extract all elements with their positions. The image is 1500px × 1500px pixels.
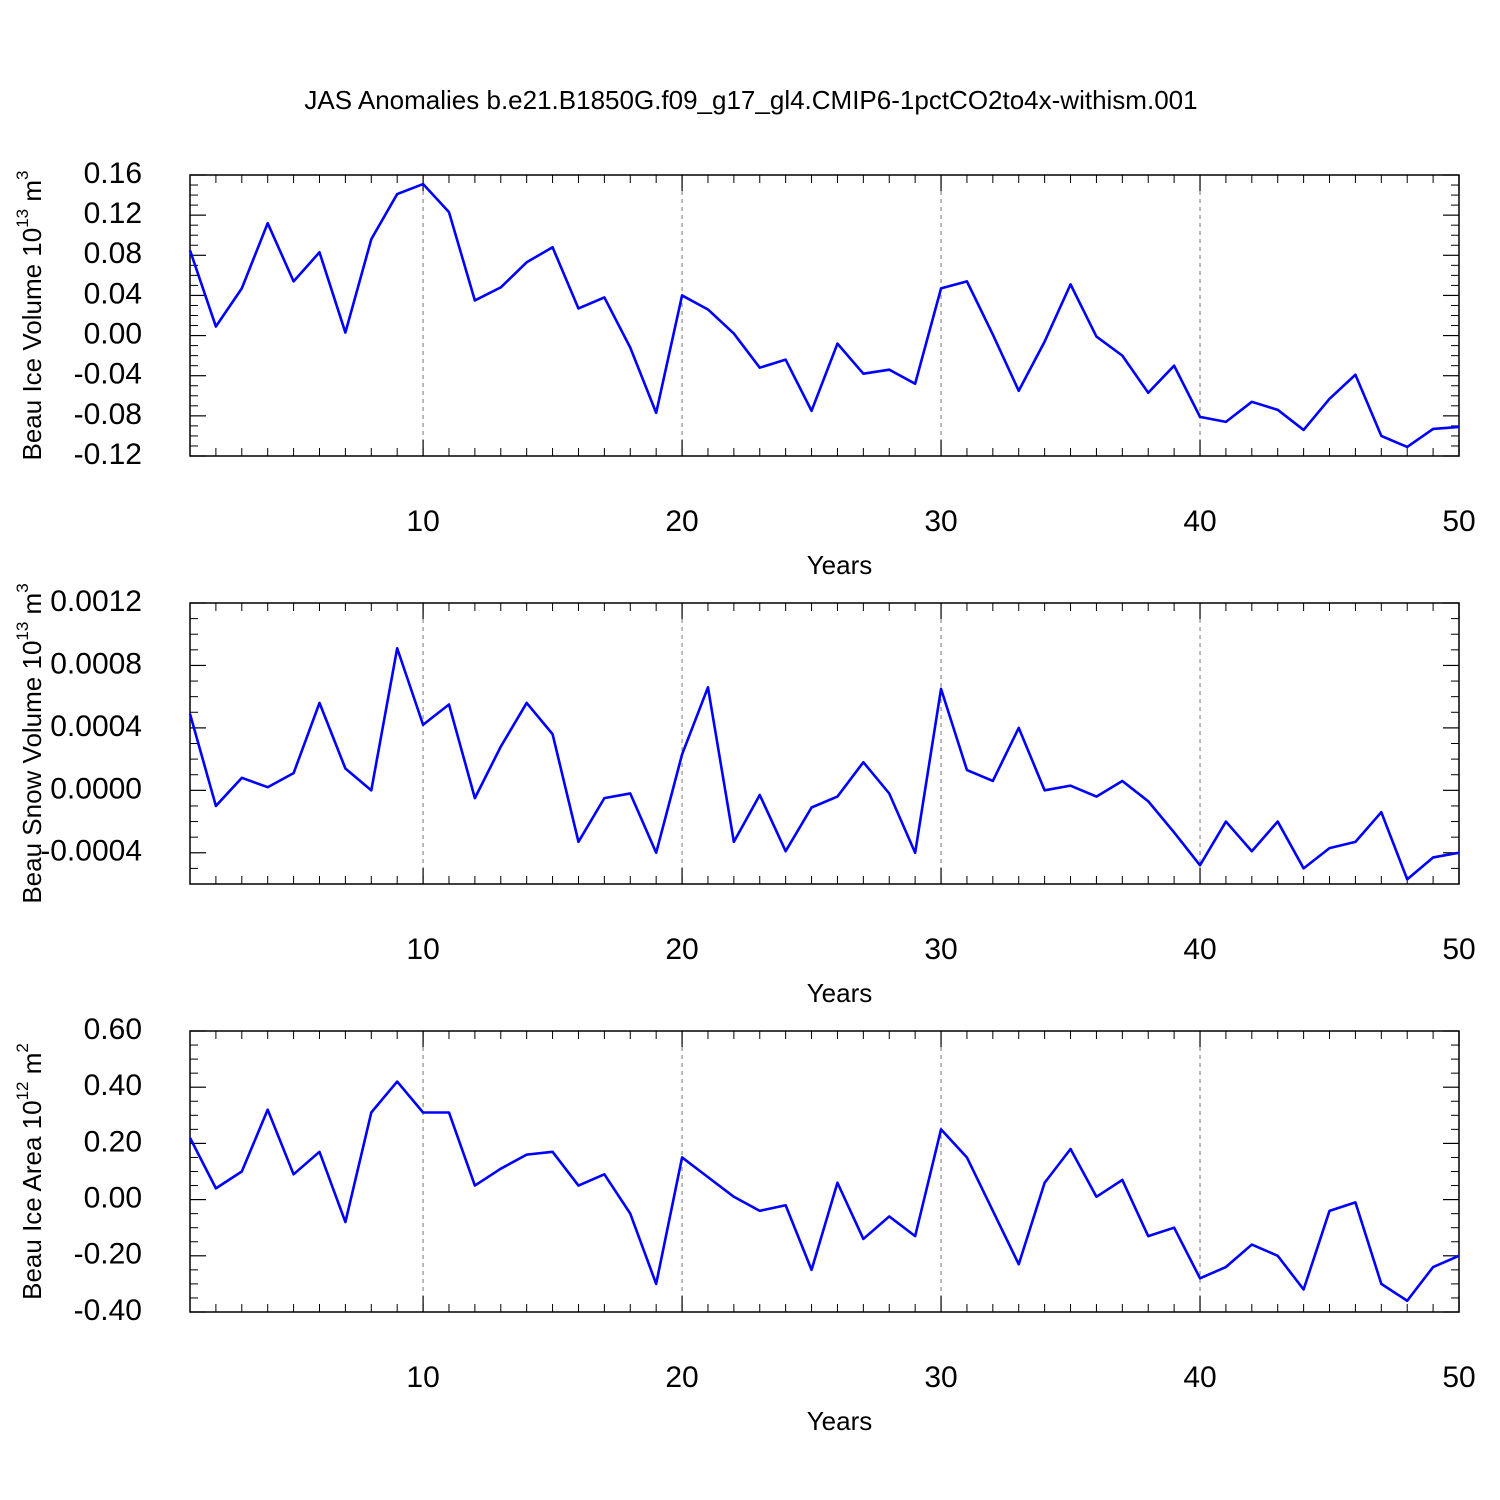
y-axis-title-unit-power: 2 — [13, 1043, 32, 1052]
x-tick-label: 10 — [406, 933, 439, 966]
x-tick-label: 40 — [1183, 1361, 1216, 1394]
y-axis-title: Beau Snow Volume 1013 m3 — [13, 583, 46, 903]
y-tick-label: 0.00 — [84, 1182, 142, 1215]
x-tick-label: 40 — [1183, 505, 1216, 538]
x-tick-label: 20 — [665, 1361, 698, 1394]
figure-title: JAS Anomalies b.e21.B1850G.f09_g17_gl4.C… — [304, 85, 1197, 115]
plot-frame — [189, 1030, 1460, 1313]
y-tick-label: 0.40 — [84, 1069, 142, 1102]
y-tick-label: 0.16 — [84, 157, 142, 190]
y-tick-label: -0.12 — [74, 438, 142, 471]
y-axis-title: Beau Ice Area 1012 m2 — [13, 1043, 46, 1300]
x-tick-label: 50 — [1442, 1361, 1475, 1394]
x-axis-title: Years — [807, 978, 873, 1008]
x-tick-label: 10 — [406, 505, 439, 538]
y-tick-label: 0.12 — [84, 197, 142, 230]
x-tick-label: 20 — [665, 933, 698, 966]
y-tick-label: 0.60 — [84, 1013, 142, 1046]
data-line — [188, 1080, 1460, 1303]
y-tick-label: 0.0012 — [50, 585, 142, 618]
y-tick-label: 0.08 — [84, 237, 142, 270]
y-tick-label: -0.20 — [74, 1238, 142, 1271]
y-axis-title: Beau Ice Volume 1013 m3 — [13, 171, 46, 461]
plot-frame — [189, 174, 1460, 457]
y-axis-title-text: Beau Snow Volume 10 — [17, 641, 47, 904]
y-tick-label: 0.04 — [84, 277, 142, 310]
x-axis-title: Years — [807, 1406, 873, 1436]
data-line — [188, 182, 1460, 449]
y-axis-title-power: 12 — [13, 1081, 32, 1100]
y-axis-title-unit-power: 3 — [13, 171, 32, 180]
y-tick-label: -0.08 — [74, 398, 142, 431]
y-tick-label: 0.00 — [84, 317, 142, 350]
y-axis-title-unit: m — [17, 1053, 47, 1082]
y-axis-title-unit-power: 3 — [13, 583, 32, 592]
y-tick-label: 0.0008 — [50, 647, 142, 680]
y-tick-label: 0.0000 — [50, 772, 142, 805]
y-axis-title-unit: m — [17, 180, 47, 209]
y-axis-title-power: 13 — [13, 622, 32, 641]
y-tick-label: -0.04 — [74, 358, 142, 391]
y-axis-title-power: 13 — [13, 209, 32, 228]
x-tick-label: 30 — [924, 505, 957, 538]
x-tick-label: 30 — [924, 1361, 957, 1394]
x-tick-label: 50 — [1442, 505, 1475, 538]
y-axis-title-text: Beau Ice Volume 10 — [17, 228, 47, 461]
x-tick-label: 30 — [924, 933, 957, 966]
y-axis-title-unit: m — [17, 593, 47, 622]
data-line — [188, 646, 1460, 881]
x-tick-label: 40 — [1183, 933, 1216, 966]
x-tick-label: 50 — [1442, 933, 1475, 966]
plot-frame — [189, 602, 1460, 885]
y-axis-title-text: Beau Ice Area 10 — [17, 1100, 47, 1299]
y-tick-label: -0.40 — [74, 1294, 142, 1327]
y-tick-label: 0.20 — [84, 1125, 142, 1158]
x-tick-label: 20 — [665, 505, 698, 538]
y-tick-label: 0.0004 — [50, 710, 142, 743]
y-tick-label: -0.0004 — [40, 835, 142, 868]
x-axis-title: Years — [807, 550, 873, 580]
x-tick-label: 10 — [406, 1361, 439, 1394]
